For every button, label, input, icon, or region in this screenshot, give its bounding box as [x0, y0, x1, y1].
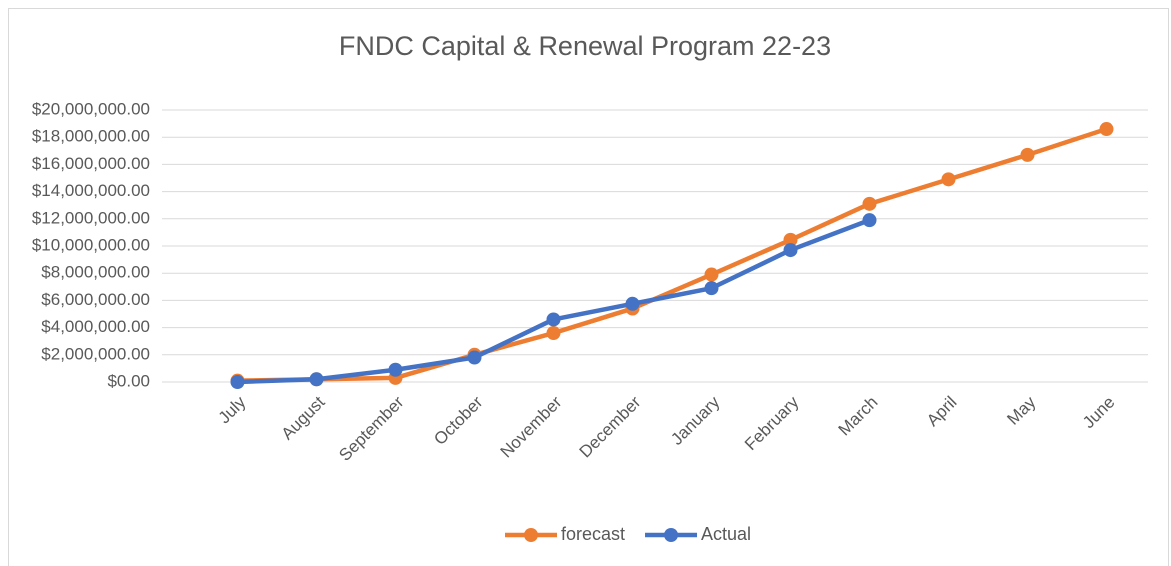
legend-marker: [664, 528, 679, 542]
y-tick-label: $14,000,000.00: [32, 181, 150, 200]
y-tick-label: $18,000,000.00: [32, 127, 150, 146]
point: [862, 213, 877, 228]
y-tick-label: $6,000,000.00: [41, 290, 150, 309]
chart-border: [8, 8, 1169, 566]
point: [862, 196, 877, 211]
chart-title: FNDC Capital & Renewal Program 22-23: [339, 31, 831, 61]
point: [704, 267, 719, 282]
point: [546, 312, 561, 327]
point: [230, 375, 245, 389]
y-tick-label: $0.00: [107, 371, 150, 390]
y-tick-label: $2,000,000.00: [41, 344, 150, 363]
y-tick-label: $12,000,000.00: [32, 208, 150, 227]
point: [625, 296, 640, 311]
y-tick-label: $20,000,000.00: [32, 99, 150, 118]
legend-label: forecast: [561, 524, 625, 544]
point: [1099, 122, 1114, 137]
point: [704, 281, 719, 296]
series-line: [235, 126, 1109, 383]
point: [546, 326, 561, 341]
point: [388, 362, 403, 377]
y-tick-label: $4,000,000.00: [41, 317, 150, 336]
point: [783, 232, 798, 247]
point: [783, 243, 798, 258]
y-tick-label: $10,000,000.00: [32, 235, 150, 254]
legend-marker: [524, 528, 538, 542]
point: [467, 350, 482, 365]
point: [941, 172, 956, 187]
legend-label: Actual: [701, 524, 751, 544]
y-tick-label: $16,000,000.00: [32, 154, 150, 173]
y-tick-label: $8,000,000.00: [41, 263, 150, 282]
point: [309, 372, 324, 387]
point: [1020, 147, 1035, 162]
